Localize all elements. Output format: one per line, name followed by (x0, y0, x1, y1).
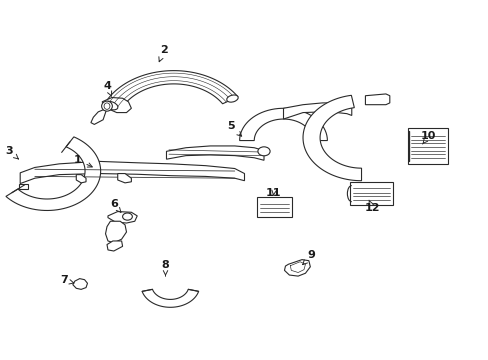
Polygon shape (76, 175, 86, 183)
Text: 8: 8 (162, 260, 169, 276)
Text: 7: 7 (60, 275, 74, 285)
Polygon shape (283, 103, 351, 119)
Polygon shape (365, 94, 389, 105)
Polygon shape (142, 289, 198, 307)
Text: 3: 3 (6, 146, 19, 159)
Polygon shape (108, 212, 137, 223)
Polygon shape (284, 260, 310, 276)
Text: 12: 12 (364, 200, 379, 213)
Text: 1: 1 (74, 155, 92, 167)
FancyBboxPatch shape (407, 128, 447, 163)
Polygon shape (91, 108, 107, 125)
FancyBboxPatch shape (257, 197, 292, 217)
Text: 11: 11 (265, 188, 281, 198)
Text: 5: 5 (226, 121, 241, 136)
Polygon shape (239, 108, 327, 140)
Text: 2: 2 (159, 45, 167, 62)
Polygon shape (105, 221, 126, 243)
Polygon shape (19, 184, 27, 189)
Polygon shape (105, 71, 237, 108)
Ellipse shape (104, 101, 118, 110)
Text: 9: 9 (302, 250, 315, 265)
Ellipse shape (102, 101, 112, 111)
Ellipse shape (104, 103, 110, 109)
Text: 10: 10 (420, 131, 436, 144)
FancyBboxPatch shape (349, 182, 392, 205)
Text: 4: 4 (103, 81, 111, 96)
Polygon shape (73, 279, 87, 289)
Polygon shape (166, 146, 264, 160)
Ellipse shape (226, 95, 238, 102)
Text: 6: 6 (110, 199, 121, 212)
Polygon shape (118, 174, 131, 183)
Circle shape (122, 213, 132, 220)
Polygon shape (303, 95, 361, 181)
Ellipse shape (257, 147, 269, 156)
Polygon shape (107, 241, 122, 251)
Polygon shape (6, 137, 101, 211)
Polygon shape (102, 98, 131, 113)
Polygon shape (20, 161, 244, 184)
